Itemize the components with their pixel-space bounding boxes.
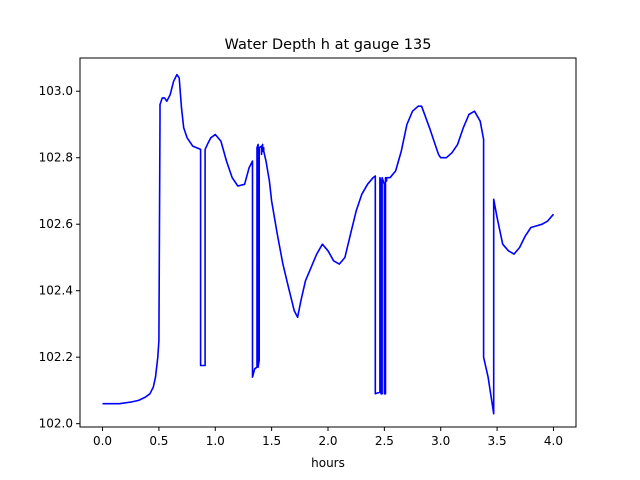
series-line-0 xyxy=(102,73,555,415)
x-tick-label: 2.0 xyxy=(318,434,337,448)
x-tick-label: 0.0 xyxy=(93,434,112,448)
x-tick-label: 4.0 xyxy=(544,434,563,448)
x-tick-label: 3.5 xyxy=(488,434,507,448)
y-tick-label: 102.8 xyxy=(39,151,73,165)
x-axis-label: hours xyxy=(311,456,345,470)
y-tick-label: 102.6 xyxy=(39,217,73,231)
y-tick-label: 102.2 xyxy=(39,350,73,364)
x-tick-label: 0.5 xyxy=(149,434,168,448)
y-axis-ticks: 102.0 102.2 102.4 102.6 102.8 103.0 xyxy=(39,84,80,431)
x-tick-label: 2.5 xyxy=(375,434,394,448)
x-tick-label: 1.5 xyxy=(262,434,281,448)
y-tick-label: 102.4 xyxy=(39,284,73,298)
plot-frame xyxy=(79,57,577,428)
x-axis-ticks: 0.0 0.5 1.0 1.5 2.0 2.5 3.0 3.5 4.0 xyxy=(93,427,563,448)
x-tick-label: 1.0 xyxy=(206,434,225,448)
x-tick-label: 3.0 xyxy=(431,434,450,448)
chart-title: Water Depth h at gauge 135 xyxy=(225,37,432,53)
y-tick-label: 102.0 xyxy=(39,417,73,431)
y-tick-label: 103.0 xyxy=(39,84,73,98)
plot-lines xyxy=(102,73,555,415)
